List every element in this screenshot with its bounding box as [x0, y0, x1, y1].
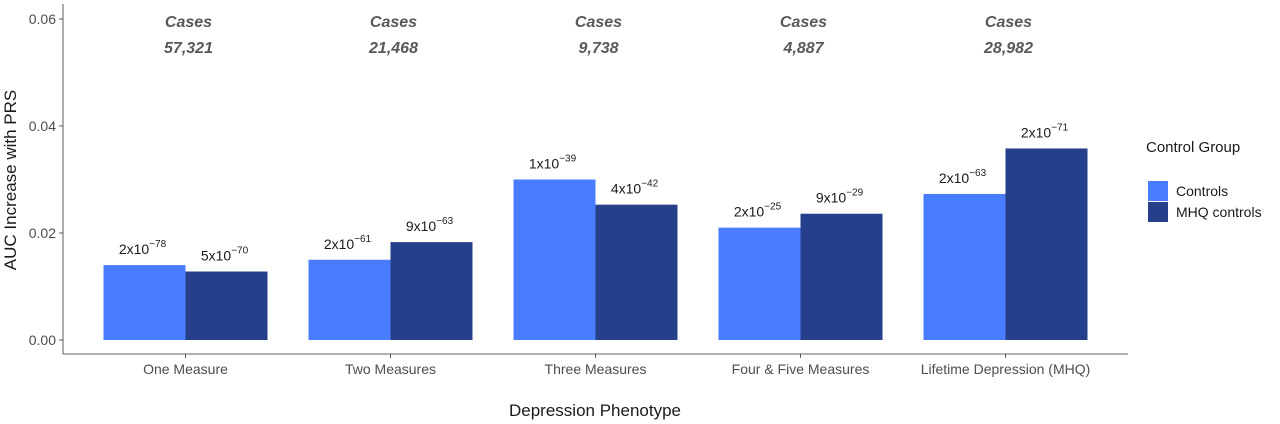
y-tick-label: 0.06: [29, 11, 56, 27]
cases-count: 28,982: [983, 40, 1033, 57]
bar: [513, 179, 596, 340]
legend-label: MHQ controls: [1176, 204, 1262, 220]
y-tick-label: 0.00: [29, 332, 56, 348]
bar: [103, 265, 186, 340]
bar-p-value-label: 2x10−25: [734, 202, 782, 220]
bar: [800, 213, 883, 340]
plot-area: 0.00 0.02 0.04 0.06 One Measure Cases 57,321 2x…: [29, 4, 1128, 377]
x-tick-label: Three Measures: [545, 361, 647, 377]
bar-p-value-label: 9x10−29: [816, 188, 864, 206]
x-tick-label: Two Measures: [345, 361, 436, 377]
cases-count: 57,321: [164, 40, 213, 57]
bar-p-value-label: 2x10−63: [939, 168, 987, 186]
legend-swatch: [1148, 202, 1168, 222]
cases-heading: Cases: [985, 14, 1032, 31]
bar: [595, 204, 678, 340]
bar: [1005, 148, 1088, 340]
legend-label: Controls: [1176, 183, 1228, 199]
bar-p-value-label: 2x10−61: [324, 234, 372, 252]
bar: [185, 271, 268, 340]
bar-p-value-label: 5x10−70: [201, 246, 249, 264]
cases-heading: Cases: [370, 14, 417, 31]
cases-count: 4,887: [782, 40, 824, 57]
cases-heading: Cases: [575, 14, 622, 31]
bar-p-value-label: 1x10−39: [529, 154, 577, 172]
legend-swatch: [1148, 181, 1168, 201]
x-tick-label: Four & Five Measures: [732, 361, 870, 377]
y-axis-title: AUC Increase with PRS: [1, 90, 20, 270]
bar-p-value-label: 2x10−78: [119, 239, 167, 257]
bar: [308, 259, 391, 340]
legend: Control Group Controls MHQ controls: [1146, 139, 1262, 222]
bar-p-value-label: 2x10−71: [1021, 122, 1069, 140]
bar: [718, 227, 801, 340]
cases-count: 21,468: [368, 40, 418, 57]
bar: [390, 242, 473, 340]
legend-title: Control Group: [1146, 139, 1240, 156]
x-tick-label: Lifetime Depression (MHQ): [921, 361, 1091, 377]
x-axis-title: Depression Phenotype: [509, 401, 681, 420]
cases-heading: Cases: [780, 14, 827, 31]
x-tick-label: One Measure: [143, 361, 228, 377]
y-tick-label: 0.04: [29, 118, 56, 134]
cases-count: 9,738: [578, 40, 618, 57]
bar-p-value-label: 9x10−63: [406, 216, 454, 234]
y-tick-label: 0.02: [29, 225, 56, 241]
bar-p-value-label: 4x10−42: [611, 179, 659, 197]
cases-heading: Cases: [165, 14, 212, 31]
bar: [923, 193, 1006, 340]
